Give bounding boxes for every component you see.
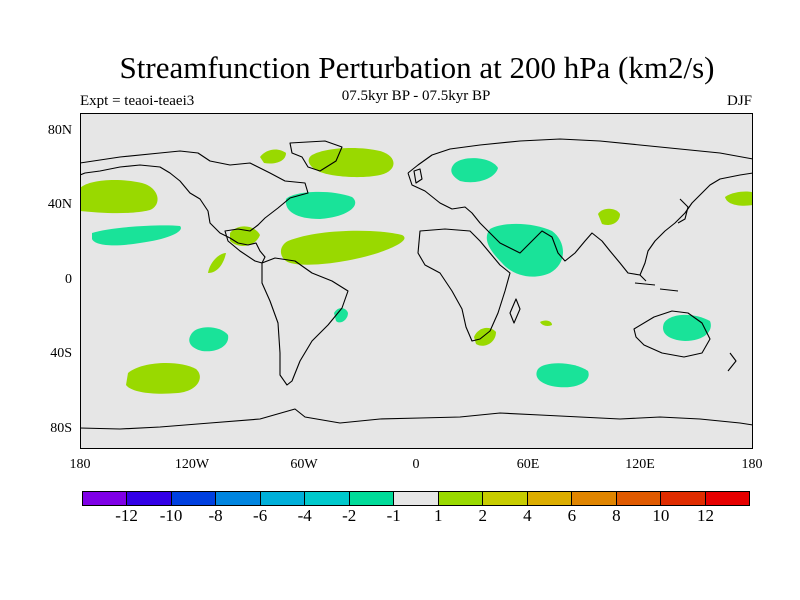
colorbar-label-1: -10 [159,506,183,525]
colorbar-label-3: -6 [253,506,268,525]
colorbar-label-12: 10 [652,506,670,525]
anomaly-neg-central-pacific [92,225,181,246]
negative-anomaly-regions [92,158,711,388]
lon-label-60w: 60W [290,457,318,472]
lon-label-60e: 60E [516,457,540,472]
colorbar-label-2: -8 [208,506,223,525]
coast-south-america [261,257,349,386]
colorbar-label-10: 6 [567,506,577,525]
colorbar-label-4: -4 [297,506,312,525]
colorbar-swatch-1 [127,492,172,505]
colorbar-swatch-3 [216,492,261,505]
colorbar-swatch-11 [572,492,617,505]
lat-label-0: 0 [65,272,72,287]
anomaly-pos-south-pacific [126,363,200,394]
anomaly-neg-arabia [486,223,563,277]
anomaly-neg-south-pacific [189,327,229,352]
colorbar-swatch-10 [527,492,573,505]
colorbar-swatch-12 [616,492,662,505]
map-background [80,113,753,449]
plot-title: Streamfunction Perturbation at 200 hPa (… [119,50,715,85]
anomaly-neg-north-atlantic [285,191,356,219]
colorbar-label-8: 2 [478,506,488,525]
experiment-label: Expt = teaoi-teaei3 [80,93,195,109]
colorbar-swatch-13 [661,492,706,505]
coastlines [80,138,753,430]
lon-label-120e: 120E [625,457,655,472]
positive-anomaly-regions [80,147,753,394]
colorbar-swatch-14 [705,492,750,505]
world-map [80,113,753,449]
anomaly-pos-north-atlantic [308,147,394,178]
colorbar-label-11: 8 [612,506,621,525]
anomaly-pos-gulf [230,226,260,246]
colorbar-label-6: -1 [386,506,401,525]
lon-label-180w: 180 [69,457,91,472]
season-label: DJF [726,93,752,109]
colorbar-swatch-6 [349,492,395,505]
coast-indonesia [634,274,679,292]
anomaly-neg-southern-indian [536,363,589,388]
lat-label-80n: 80N [47,123,72,138]
anomaly-neg-siberia [451,158,498,183]
anomaly-pos-far-east [725,191,753,206]
lat-label-80s: 80S [50,421,72,436]
colorbar-swatch-8 [438,492,484,505]
coast-japan [677,198,689,224]
colorbar-label-9: 4 [523,506,532,525]
coast-australia [633,310,711,358]
colorbar [82,491,750,506]
anomaly-pos-south-africa [474,327,496,346]
lon-label-180e: 180 [741,457,763,472]
colorbar-swatch-0 [83,492,128,505]
coast-north-america [80,150,309,264]
coast-europe-asia [407,138,753,276]
colorbar-swatch-5 [305,492,350,505]
map-frame [80,113,753,449]
anomaly-pos-npacific [80,180,158,214]
lon-label-120w: 120W [174,457,210,472]
period-label: 07.5kyr BP - 07.5kyr BP [341,88,491,104]
coast-new-zealand [727,352,737,372]
colorbar-swatch-2 [171,492,217,505]
anomaly-pos-tropical-atlantic [280,230,405,265]
colorbar-swatch-7 [394,492,439,505]
lon-label-0: 0 [412,457,420,472]
coast-antarctica [80,408,753,430]
anomaly-neg-brazil [334,308,348,323]
colorbar-label-5: -2 [342,506,357,525]
lat-label-40s: 40S [50,346,72,361]
coast-uk [413,168,423,184]
coast-greenland [289,140,343,172]
colorbar-swatch-4 [260,492,306,505]
anomaly-pos-indian-ocean [540,320,552,326]
colorbar-swatch-9 [483,492,528,505]
colorbar-label-7: 1 [434,506,443,525]
lat-label-40n: 40N [47,197,72,212]
coast-africa [417,228,511,342]
coast-madagascar [509,298,521,324]
colorbar-label-13: 12 [696,506,714,525]
anomaly-pos-hudson [260,149,286,164]
anomaly-pos-central-asia [598,208,620,225]
anomaly-pos-epacific [208,253,226,273]
colorbar-label-0: -12 [115,506,138,525]
